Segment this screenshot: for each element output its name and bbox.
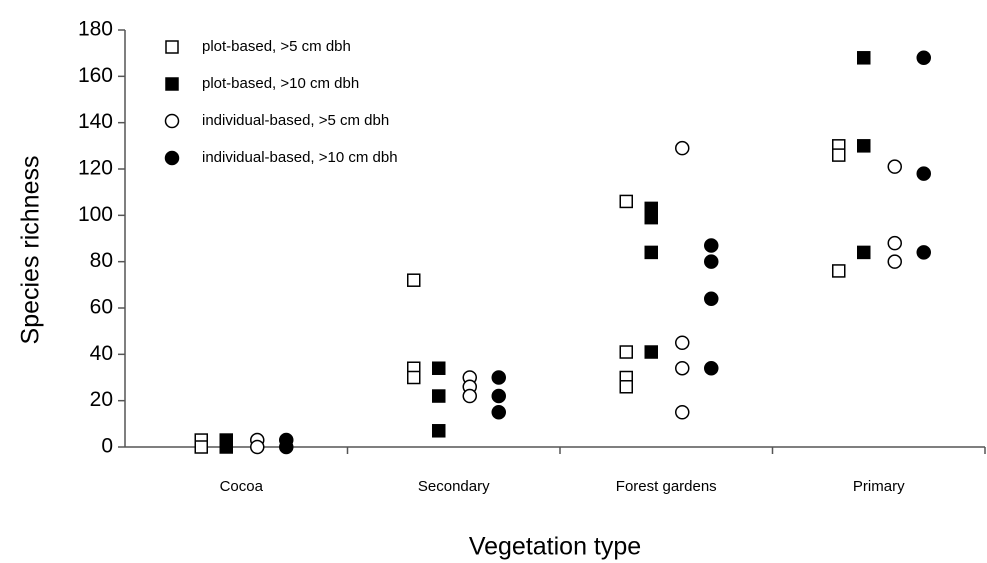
data-point	[704, 254, 719, 269]
data-point	[887, 254, 902, 269]
legend-label: plot-based, >5 cm dbh	[202, 38, 351, 55]
y-tick-label: 100	[78, 203, 113, 226]
data-point	[432, 361, 446, 375]
data-point	[644, 210, 658, 225]
data-point	[887, 159, 902, 174]
legend-marker	[165, 40, 179, 54]
data-point	[250, 439, 265, 455]
data-point	[619, 194, 633, 209]
x-axis-title: Vegetation type	[469, 533, 641, 561]
x-tick-label: Secondary	[418, 478, 490, 495]
data-point	[857, 245, 871, 260]
data-point	[857, 139, 871, 153]
data-point	[675, 405, 690, 420]
data-point	[219, 440, 233, 454]
data-point	[704, 238, 719, 253]
y-tick-label: 0	[101, 435, 113, 458]
data-point	[916, 245, 931, 260]
y-tick-label: 60	[90, 296, 113, 319]
y-tick-label: 40	[90, 342, 113, 365]
legend-marker	[164, 113, 180, 129]
data-point	[407, 370, 421, 385]
x-tick-label: Primary	[853, 478, 905, 495]
y-tick-label: 120	[78, 157, 113, 180]
y-tick-label: 160	[78, 64, 113, 87]
y-tick-label: 80	[90, 249, 113, 272]
data-point	[619, 345, 633, 359]
data-point	[644, 345, 658, 359]
legend-label: plot-based, >10 cm dbh	[202, 75, 359, 92]
data-point	[194, 440, 208, 454]
data-point	[887, 235, 902, 251]
data-point	[407, 273, 421, 287]
data-point	[675, 360, 690, 376]
legend-marker	[165, 77, 179, 91]
data-point	[491, 388, 506, 404]
data-point	[644, 245, 658, 260]
data-point	[916, 50, 931, 66]
data-point	[832, 148, 846, 162]
data-point	[857, 51, 871, 65]
y-tick-label: 20	[90, 388, 113, 411]
y-axis-title: Species richness	[17, 156, 45, 345]
data-point	[832, 264, 846, 278]
legend-label: individual-based, >10 cm dbh	[202, 149, 398, 166]
data-point	[675, 140, 690, 156]
legend-label: individual-based, >5 cm dbh	[202, 112, 389, 129]
x-tick-label: Forest gardens	[616, 478, 717, 495]
y-tick-label: 180	[78, 18, 113, 41]
data-point	[491, 405, 506, 420]
data-point	[462, 388, 477, 404]
y-tick-label: 140	[78, 110, 113, 133]
data-point	[432, 389, 446, 403]
data-point	[619, 380, 633, 394]
data-point	[432, 424, 446, 438]
data-point	[916, 166, 931, 181]
x-tick-label: Cocoa	[220, 478, 264, 495]
data-point	[704, 291, 719, 306]
legend-marker	[164, 150, 180, 166]
data-point	[704, 360, 719, 376]
data-point	[491, 370, 506, 385]
data-point	[675, 335, 690, 350]
data-point	[279, 439, 294, 455]
